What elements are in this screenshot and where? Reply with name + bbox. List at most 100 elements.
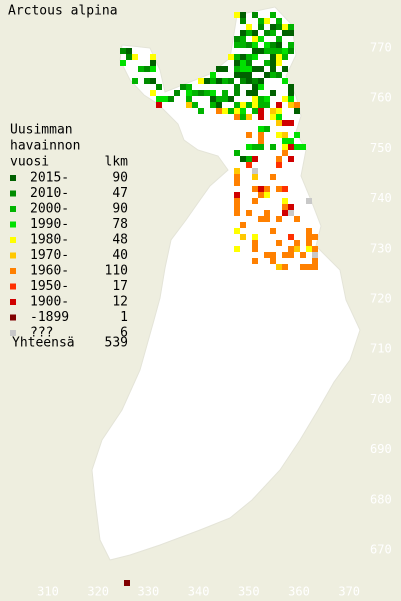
observation-square (282, 138, 288, 144)
observation-square (270, 48, 276, 54)
observation-square (294, 102, 300, 108)
observation-square (288, 204, 294, 210)
legend-swatch (10, 175, 16, 181)
observation-square (312, 264, 318, 270)
legend-swatch (10, 237, 16, 243)
legend-label: 2015- (30, 171, 69, 186)
north-label: 730 (370, 241, 392, 255)
observation-square (252, 96, 258, 102)
observation-square (288, 84, 294, 90)
observation-square (288, 96, 294, 102)
observation-square (276, 114, 282, 120)
observation-square (240, 234, 246, 240)
legend-swatch (10, 283, 16, 290)
observation-square (276, 186, 282, 192)
observation-square (246, 78, 252, 84)
observation-square (138, 66, 144, 72)
observation-square (276, 54, 282, 60)
observation-square (276, 264, 282, 270)
observation-square (288, 120, 294, 126)
observation-square (246, 72, 252, 78)
observation-square (270, 108, 276, 114)
observation-square (312, 246, 318, 252)
legend-label: ??? (30, 326, 53, 341)
observation-square (216, 66, 222, 72)
observation-square (222, 90, 228, 96)
observation-square (234, 198, 240, 204)
observation-square (258, 126, 264, 132)
observation-square (270, 258, 276, 264)
observation-square (282, 150, 288, 156)
observation-square (258, 216, 264, 222)
observation-square (276, 156, 282, 162)
observation-square (234, 84, 240, 90)
observation-square (252, 198, 258, 204)
observation-square (132, 54, 138, 60)
observation-square (234, 42, 240, 48)
observation-square (228, 108, 234, 114)
observation-square (234, 228, 240, 234)
observation-square (162, 96, 168, 102)
observation-square (276, 216, 282, 222)
observation-square (234, 72, 240, 78)
observation-square (306, 234, 312, 240)
observation-square (132, 78, 138, 84)
legend-label: 2000- (30, 202, 69, 217)
observation-square (234, 192, 240, 198)
observation-square (270, 24, 276, 30)
observation-square (246, 156, 252, 162)
observation-square (270, 144, 276, 150)
observation-square (270, 12, 276, 18)
observation-square (264, 18, 270, 24)
observation-square (234, 108, 240, 114)
observation-square (240, 18, 246, 24)
observation-square (288, 24, 294, 30)
observation-square (246, 90, 252, 96)
observation-square (246, 102, 252, 108)
observation-square (246, 30, 252, 36)
legend-count: 47 (112, 186, 128, 201)
legend-swatch (10, 330, 16, 336)
observation-square (240, 72, 246, 78)
observations (120, 12, 318, 586)
observation-square (264, 30, 270, 36)
observation-square (222, 78, 228, 84)
observation-square (294, 144, 300, 150)
legend-header: vuosi (10, 155, 49, 170)
north-label: 720 (370, 292, 392, 306)
legend-count: 12 (112, 295, 128, 310)
observation-square (240, 78, 246, 84)
observation-square (246, 24, 252, 30)
map-title: Arctous alpina (8, 4, 118, 19)
north-label: 770 (370, 41, 392, 55)
legend-header: Uusimman (10, 123, 73, 138)
legend-count: 78 (112, 217, 128, 232)
observation-square (144, 78, 150, 84)
observation-square (258, 108, 264, 114)
legend-count: 6 (120, 326, 128, 341)
observation-square (204, 78, 210, 84)
observation-square (282, 210, 288, 216)
legend-swatch (10, 190, 16, 197)
observation-square (276, 108, 282, 114)
observation-square (288, 156, 294, 162)
observation-square (252, 108, 258, 114)
observation-square (282, 54, 288, 60)
observation-square (240, 222, 246, 228)
observation-square (258, 192, 264, 198)
observation-square (288, 210, 294, 216)
observation-square (240, 108, 246, 114)
legend-label: -1899 (30, 310, 69, 325)
observation-square (294, 108, 300, 114)
observation-square (246, 132, 252, 138)
observation-square (276, 24, 282, 30)
observation-square (252, 240, 258, 246)
observation-square (186, 84, 192, 90)
observation-square (252, 258, 258, 264)
legend-count: 90 (112, 171, 128, 186)
legend-swatch (10, 221, 16, 228)
observation-square (270, 174, 276, 180)
observation-square (192, 102, 198, 108)
observation-square (270, 252, 276, 258)
observation-square (276, 18, 282, 24)
